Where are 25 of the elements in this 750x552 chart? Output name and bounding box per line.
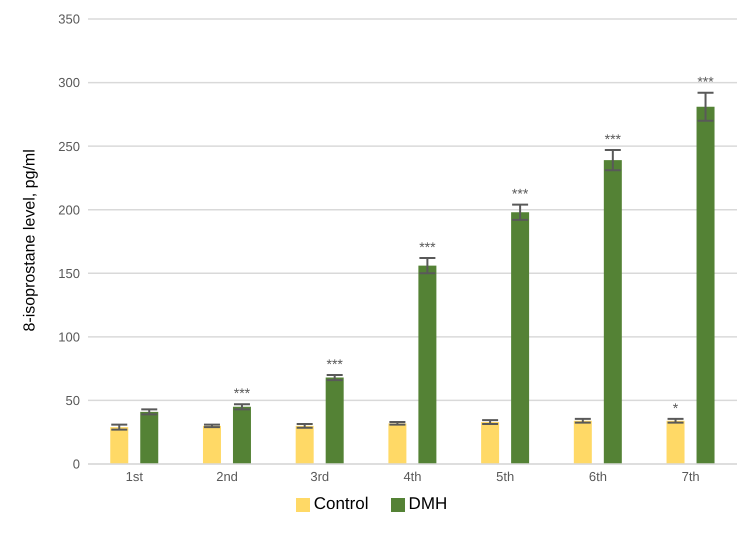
legend-label: Control	[314, 494, 369, 513]
y-tick-label: 200	[58, 202, 80, 218]
y-tick-label: 150	[58, 266, 80, 281]
y-tick-label: 300	[58, 75, 80, 90]
x-tick-label: 1st	[126, 469, 144, 484]
legend-label: DMH	[408, 494, 448, 513]
x-tick-label: 3rd	[310, 469, 330, 484]
data-label: ***	[512, 186, 529, 202]
data-label: ***	[234, 385, 251, 402]
x-tick-label: 7th	[682, 469, 700, 484]
data-label: ***	[697, 74, 714, 90]
x-tick-label: 5th	[496, 469, 514, 484]
data-label: ***	[419, 239, 436, 256]
x-tick-label: 2nd	[216, 469, 238, 484]
y-tick-label: 50	[66, 393, 80, 408]
y-tick-label: 250	[58, 138, 80, 154]
y-tick-label: 100	[58, 329, 80, 344]
data-label: *	[672, 400, 679, 416]
y-tick-label: 350	[58, 12, 80, 27]
x-tick-label: 6th	[588, 469, 607, 484]
y-tick-label: 0	[72, 456, 80, 472]
data-label: ***	[604, 130, 622, 147]
y-axis-title: 8-isoprostane level, pg/ml	[22, 149, 39, 332]
x-tick-label: 4th	[403, 469, 422, 484]
data-label: ***	[326, 356, 344, 372]
